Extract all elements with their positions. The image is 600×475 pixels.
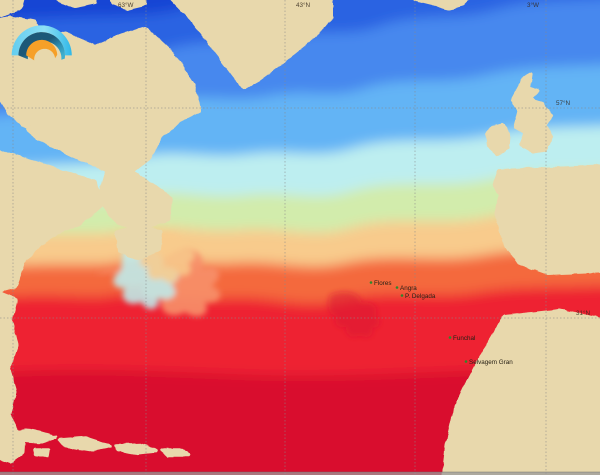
- svg-text:Selvagem Gran: Selvagem Gran: [469, 359, 513, 366]
- svg-text:63°W: 63°W: [118, 1, 134, 9]
- svg-text:57°N: 57°N: [556, 99, 571, 107]
- svg-text:Funchal: Funchal: [453, 335, 475, 342]
- svg-text:43°N: 43°N: [296, 1, 311, 9]
- svg-text:P. Delgada: P. Delgada: [405, 293, 436, 300]
- svg-text:Angra: Angra: [400, 285, 417, 292]
- svg-text:3°W: 3°W: [527, 1, 539, 9]
- svg-text:Flores: Flores: [374, 280, 392, 287]
- svg-text:31°N: 31°N: [576, 309, 591, 317]
